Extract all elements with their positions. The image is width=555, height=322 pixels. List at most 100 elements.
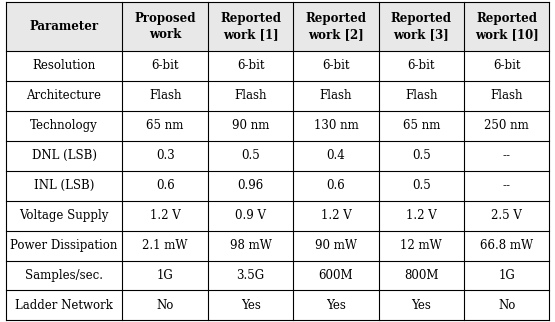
Bar [6,290,123,320]
Text: Proposed
work: Proposed work [134,12,196,41]
Text: 1.2 V: 1.2 V [406,209,437,222]
Text: 98 mW: 98 mW [230,239,271,252]
Bar [464,2,549,51]
Bar [293,201,379,231]
Text: No: No [498,299,516,312]
Bar [123,201,208,231]
Text: 12 mW: 12 mW [401,239,442,252]
Bar [6,141,123,171]
Text: 2.1 mW: 2.1 mW [143,239,188,252]
Bar [208,201,293,231]
Bar [293,81,379,111]
Text: 65 nm: 65 nm [147,119,184,132]
Text: INL (LSB): INL (LSB) [34,179,94,192]
Bar [379,260,464,290]
Text: Power Dissipation: Power Dissipation [11,239,118,252]
Bar [464,111,549,141]
Text: 1G: 1G [498,269,515,282]
Bar [123,171,208,201]
Bar [208,51,293,81]
Text: 0.9 V: 0.9 V [235,209,266,222]
Text: 2.5 V: 2.5 V [491,209,522,222]
Bar [208,2,293,51]
Text: Samples/sec.: Samples/sec. [25,269,103,282]
Bar [123,231,208,260]
Bar [379,231,464,260]
Bar [123,290,208,320]
Bar [293,231,379,260]
Bar [379,81,464,111]
Text: 65 nm: 65 nm [403,119,440,132]
Text: Flash: Flash [320,90,352,102]
Bar [6,111,123,141]
Text: 0.3: 0.3 [156,149,175,162]
Bar [379,290,464,320]
Bar [464,201,549,231]
Bar [379,141,464,171]
Bar [293,141,379,171]
Text: Yes: Yes [326,299,346,312]
Bar [208,260,293,290]
Text: 0.5: 0.5 [412,179,431,192]
Bar [293,260,379,290]
Bar [379,2,464,51]
Bar [208,171,293,201]
Text: Yes: Yes [241,299,260,312]
Bar [464,51,549,81]
Bar [464,141,549,171]
Text: 0.96: 0.96 [238,179,264,192]
Bar [6,171,123,201]
Bar [464,290,549,320]
Bar [379,171,464,201]
Bar [293,111,379,141]
Text: 90 mW: 90 mW [315,239,357,252]
Text: Technology: Technology [30,119,98,132]
Bar [6,81,123,111]
Text: Reported
work [1]: Reported work [1] [220,12,281,41]
Text: 6-bit: 6-bit [493,60,521,72]
Text: 1G: 1G [157,269,174,282]
Text: Resolution: Resolution [32,60,95,72]
Text: 6-bit: 6-bit [152,60,179,72]
Bar [208,290,293,320]
Bar [123,51,208,81]
Text: 1.2 V: 1.2 V [150,209,180,222]
Text: Flash: Flash [234,90,267,102]
Bar [208,111,293,141]
Bar [379,51,464,81]
Text: 1.2 V: 1.2 V [321,209,351,222]
Text: No: No [157,299,174,312]
Text: Flash: Flash [149,90,181,102]
Bar [123,141,208,171]
Bar [379,201,464,231]
Bar [6,2,123,51]
Text: --: -- [503,179,511,192]
Text: 6-bit: 6-bit [407,60,435,72]
Bar [123,260,208,290]
Text: Architecture: Architecture [27,90,102,102]
Bar [293,171,379,201]
Bar [208,141,293,171]
Bar [6,231,123,260]
Text: Ladder Network: Ladder Network [15,299,113,312]
Text: DNL (LSB): DNL (LSB) [32,149,97,162]
Text: 250 nm: 250 nm [485,119,529,132]
Bar [379,111,464,141]
Bar [6,51,123,81]
Bar [293,290,379,320]
Bar [464,171,549,201]
Text: Reported
work [2]: Reported work [2] [305,12,366,41]
Text: Voltage Supply: Voltage Supply [19,209,109,222]
Bar [208,81,293,111]
Text: 800M: 800M [404,269,438,282]
Text: 6-bit: 6-bit [237,60,264,72]
Text: Yes: Yes [411,299,431,312]
Bar [293,51,379,81]
Bar [123,81,208,111]
Text: 0.5: 0.5 [412,149,431,162]
Text: Flash: Flash [491,90,523,102]
Text: Flash: Flash [405,90,437,102]
Bar [123,2,208,51]
Text: Reported
work [3]: Reported work [3] [391,12,452,41]
Bar [293,2,379,51]
